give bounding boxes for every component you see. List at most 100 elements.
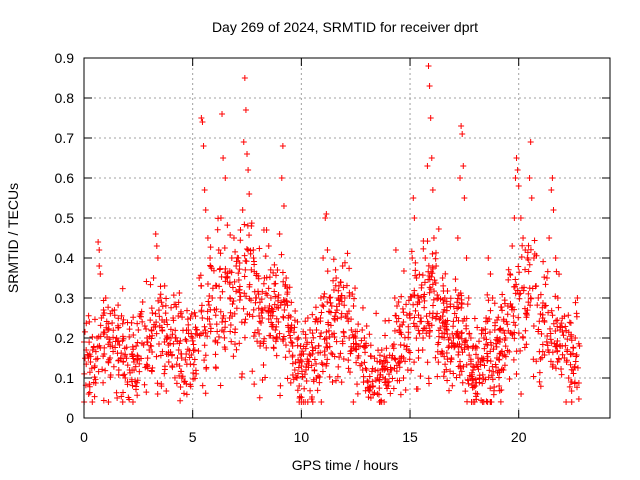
- data-point: [286, 332, 293, 339]
- data-point: [375, 391, 382, 398]
- x-tick-label: 5: [189, 429, 197, 445]
- data-point: [258, 319, 265, 326]
- data-point: [222, 265, 229, 272]
- data-point: [176, 372, 183, 379]
- data-point: [144, 339, 151, 346]
- data-point: [355, 352, 362, 359]
- data-point: [86, 318, 93, 325]
- data-point: [424, 238, 431, 245]
- data-point: [423, 313, 430, 320]
- data-point: [351, 295, 358, 302]
- data-point: [445, 344, 452, 351]
- data-point: [500, 327, 507, 334]
- data-point: [568, 331, 575, 338]
- data-point: [447, 295, 454, 302]
- data-point: [280, 337, 287, 344]
- data-point: [462, 388, 469, 395]
- x-axis-label: GPS time / hours: [292, 457, 399, 473]
- data-point: [504, 311, 511, 318]
- data-point: [556, 271, 563, 278]
- data-point: [316, 374, 323, 381]
- data-point: [170, 292, 177, 299]
- data-point: [148, 367, 155, 374]
- data-point: [147, 317, 154, 324]
- data-point: [128, 351, 135, 357]
- data-point: [249, 368, 256, 375]
- data-point: [241, 221, 248, 228]
- data-point: [167, 340, 174, 347]
- data-point: [132, 363, 139, 370]
- data-point: [482, 330, 489, 337]
- data-point: [421, 304, 428, 311]
- data-point: [471, 315, 478, 322]
- data-point: [214, 328, 221, 335]
- data-point: [402, 358, 409, 365]
- data-point: [435, 225, 442, 232]
- data-point: [101, 309, 108, 316]
- data-point: [525, 256, 532, 263]
- data-point: [124, 319, 131, 326]
- data-point: [525, 268, 532, 275]
- data-point: [227, 232, 234, 239]
- data-point: [289, 340, 296, 347]
- data-point: [455, 304, 462, 311]
- data-point: [327, 322, 334, 329]
- data-point: [219, 318, 226, 325]
- data-point: [236, 296, 243, 303]
- data-point: [318, 399, 325, 405]
- y-tick-label: 0.9: [55, 50, 75, 66]
- data-point: [179, 314, 186, 321]
- data-point: [489, 363, 496, 370]
- data-point: [546, 349, 553, 356]
- data-point: [463, 322, 470, 329]
- data-point: [190, 376, 197, 383]
- data-point: [506, 376, 513, 383]
- data-point: [537, 291, 544, 298]
- data-point: [193, 326, 200, 333]
- data-point: [260, 227, 267, 234]
- data-point: [564, 336, 571, 343]
- data-point: [546, 235, 553, 241]
- data-point: [362, 387, 369, 394]
- data-point: [501, 362, 508, 369]
- data-point: [134, 377, 141, 384]
- data-point: [464, 301, 471, 308]
- data-point: [237, 227, 244, 233]
- data-point: [496, 356, 503, 363]
- data-point: [463, 255, 470, 261]
- data-point: [148, 327, 155, 334]
- data-point: [272, 327, 279, 333]
- data-point: [118, 350, 125, 357]
- data-point: [317, 295, 324, 301]
- data-point: [380, 363, 387, 370]
- data-point: [375, 347, 382, 354]
- data-point: [199, 119, 206, 125]
- data-point: [515, 330, 522, 337]
- data-point: [207, 325, 214, 332]
- data-point: [168, 304, 175, 311]
- data-point: [120, 389, 127, 396]
- data-point: [536, 378, 543, 385]
- data-point: [396, 323, 403, 330]
- data-point: [510, 356, 517, 363]
- data-point: [575, 396, 582, 403]
- data-point: [196, 332, 203, 339]
- data-point: [334, 373, 341, 380]
- data-point: [518, 253, 525, 260]
- data-point: [426, 327, 433, 334]
- data-point: [220, 155, 227, 161]
- data-point: [358, 337, 365, 344]
- data-point: [357, 362, 364, 369]
- data-point: [411, 314, 418, 321]
- data-point: [466, 352, 473, 359]
- data-point: [376, 385, 383, 392]
- data-point: [323, 343, 330, 350]
- data-point: [463, 361, 470, 368]
- data-point: [390, 341, 397, 348]
- data-point: [467, 335, 474, 341]
- data-point: [558, 320, 565, 327]
- data-point: [347, 369, 354, 376]
- data-point: [153, 353, 160, 360]
- data-point: [424, 318, 431, 325]
- data-point: [213, 321, 220, 328]
